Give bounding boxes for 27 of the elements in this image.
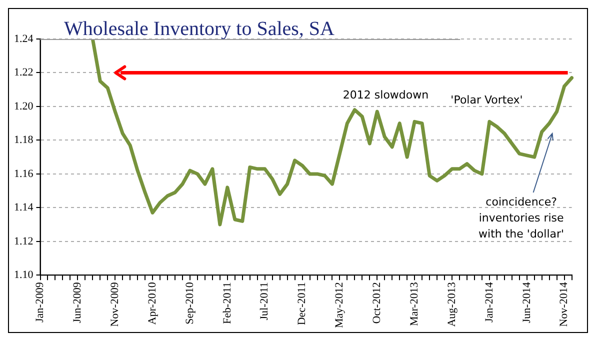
y-tick-label: 1.14 <box>14 202 34 214</box>
y-tick-label: 1.24 <box>14 32 34 45</box>
x-tick-label: May-2012 <box>334 282 346 328</box>
y-tick-label: 1.20 <box>14 100 34 112</box>
y-tick-label: 1.16 <box>14 168 34 180</box>
y-tick-label: 1.22 <box>14 66 34 79</box>
x-tick-label: Jan-2014 <box>483 282 496 322</box>
annotation: 'Polar Vortex' <box>450 93 523 106</box>
x-tick-label: Feb-2011 <box>221 282 234 324</box>
y-tick-label: 1.10 <box>14 269 34 282</box>
x-tick-label: Dec-2011 <box>296 282 308 326</box>
x-tick-label: Sep-2010 <box>184 282 196 324</box>
x-tick-label: Oct-2012 <box>371 282 384 324</box>
chart-title: Wholesale Inventory to Sales, SA <box>64 18 336 40</box>
x-tick-label: Mar-2013 <box>408 282 420 326</box>
x-tick-label: Nov-2014 <box>558 282 570 327</box>
x-tick-label: Nov-2009 <box>109 282 122 327</box>
x-tick-label: Jun-2009 <box>72 282 84 324</box>
x-tick-label: Apr-2010 <box>146 282 158 325</box>
x-tick-label: Jun-2014 <box>520 282 533 324</box>
x-tick-label: Jul-2011 <box>258 282 271 320</box>
y-tick-label: 1.12 <box>14 235 34 248</box>
annotation: coincidence? inventories rise with the 'dollar' <box>478 195 564 240</box>
annotation: 2012 slowdown <box>342 88 429 102</box>
x-tick-label: Jan-2009 <box>34 282 46 322</box>
y-tick-label: 1.18 <box>14 134 34 146</box>
x-tick-label: Aug-2013 <box>446 282 458 327</box>
